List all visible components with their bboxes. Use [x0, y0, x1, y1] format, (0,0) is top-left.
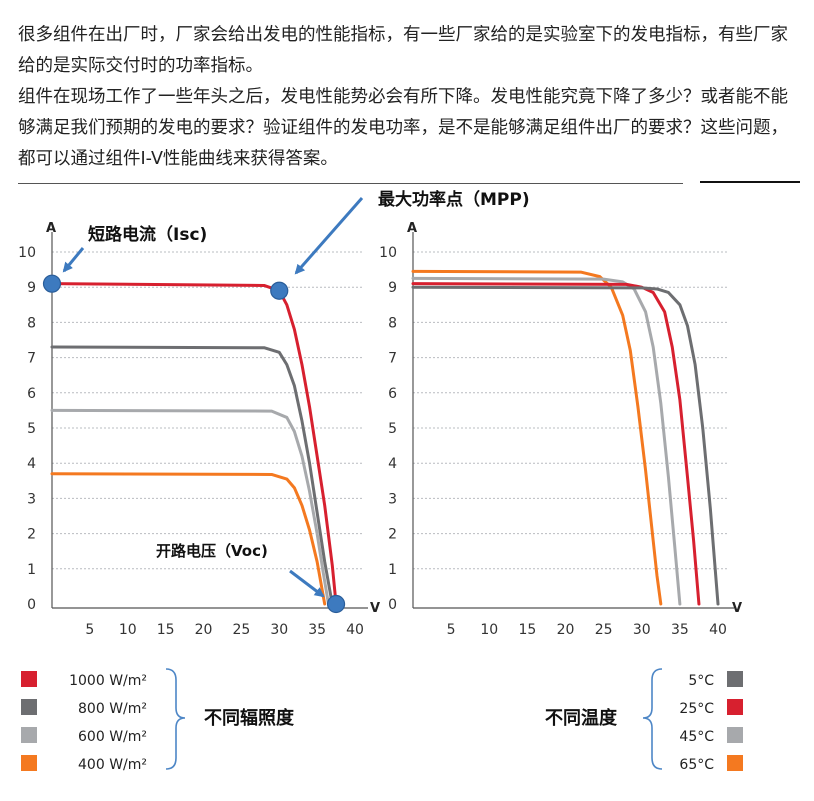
y-tick-label: 2 — [27, 527, 36, 543]
x-tick-label: 10 — [119, 622, 137, 638]
mpp-marker — [270, 281, 289, 300]
series-line-irradiance-3 — [50, 472, 327, 606]
legend-swatch — [727, 755, 743, 771]
legend-swatch — [727, 671, 743, 687]
x-tick-label: 25 — [232, 622, 250, 638]
x-tick-label: 15 — [518, 622, 536, 638]
y-tick-label: 1 — [388, 562, 397, 578]
y-tick-label: 3 — [388, 491, 397, 507]
x-tick-label: 20 — [195, 622, 213, 638]
legend-swatch — [727, 727, 743, 743]
y-tick-label: 9 — [388, 280, 397, 296]
legend-swatch — [21, 755, 37, 771]
voc-arrow — [289, 569, 325, 598]
isc-annotation-label: 短路电流（Isc) — [88, 224, 207, 245]
legend-item-label: 65°C — [679, 757, 714, 773]
y-tick-label: 8 — [27, 315, 36, 331]
intro-paragraph-1: 很多组件在出厂时，厂家会给出发电的性能指标，有一些厂家给的是实验室下的发电指标，… — [18, 25, 788, 76]
intro-paragraph-2: 组件在现场工作了一些年头之后，发电性能势必会有所下降。发电性能究竟下降了多少？或… — [18, 87, 788, 169]
y-tick-label: 4 — [27, 456, 36, 472]
x-tick-label: 5 — [447, 622, 456, 638]
y-tick-label: 7 — [388, 351, 397, 367]
series-line-temperature-1 — [411, 282, 701, 606]
legend-swatch — [21, 699, 37, 715]
y-tick-label: 7 — [27, 351, 36, 367]
voc-annotation-label: 开路电压（Voc) — [156, 542, 268, 560]
temperature-iv-chart: 0 1 2 3 4 5 6 7 8 9 10 5 10 15 20 25 30 35 40 A V — [379, 221, 742, 638]
isc-marker — [42, 274, 62, 293]
x-axis-unit-label: V — [370, 601, 380, 616]
y-tick-label: 2 — [388, 527, 397, 543]
voc-marker — [326, 594, 346, 614]
x-tick-label: 40 — [346, 622, 364, 638]
y-tick-label: 4 — [388, 456, 397, 472]
y-tick-label: 5 — [27, 421, 36, 437]
x-tick-label: 5 — [85, 622, 94, 638]
legend-item-label: 1000 W/m² — [69, 673, 147, 689]
legend-item-label: 25°C — [679, 701, 714, 717]
legend-item-label: 600 W/m² — [78, 729, 147, 745]
x-tick-label: 35 — [671, 622, 689, 638]
legend-item-label: 45°C — [679, 729, 714, 745]
separator-line — [700, 181, 800, 183]
legend-swatch — [727, 699, 743, 715]
legend-item-label: 800 W/m² — [78, 701, 147, 717]
y-tick-label: 0 — [27, 597, 36, 613]
y-tick-label: 10 — [379, 245, 397, 261]
mpp-arrow — [294, 197, 364, 275]
x-tick-label: 25 — [595, 622, 613, 638]
y-tick-label: 5 — [388, 421, 397, 437]
x-axis-unit-label: V — [732, 601, 742, 616]
x-tick-label: 10 — [480, 622, 498, 638]
isc-arrow — [62, 247, 85, 273]
y-tick-label: 6 — [27, 386, 36, 402]
x-tick-label: 40 — [709, 622, 727, 638]
mpp-annotation-label: 最大功率点（MPP) — [378, 189, 530, 210]
legend-swatch — [21, 727, 37, 743]
series-line-temperature-2 — [411, 276, 682, 606]
text-underline — [18, 183, 683, 184]
legend-item-label: 400 W/m² — [78, 757, 147, 773]
intro-text: 很多组件在出厂时，厂家会给出发电的性能指标，有一些厂家给的是实验室下的发电指标，… — [18, 20, 804, 175]
x-tick-label: 15 — [157, 622, 175, 638]
y-tick-label: 0 — [388, 597, 397, 613]
x-tick-label: 35 — [308, 622, 326, 638]
y-tick-label: 6 — [388, 386, 397, 402]
y-axis-unit-label: A — [46, 221, 56, 236]
y-tick-label: 9 — [27, 280, 36, 296]
irradiance-iv-chart: 0 1 2 3 4 5 6 7 8 9 10 5 10 15 20 25 30 35 40 A V — [18, 221, 380, 638]
irradiance-legend: 1000 W/m² 800 W/m² 600 W/m² 400 W/m² — [21, 671, 147, 773]
series-line-irradiance-2 — [50, 408, 330, 606]
x-tick-label: 20 — [557, 622, 575, 638]
series-line-temperature-0 — [411, 285, 720, 606]
irradiance-legend-brace — [165, 668, 186, 770]
y-axis-unit-label: A — [407, 221, 417, 236]
y-tick-label: 1 — [27, 562, 36, 578]
y-tick-label: 10 — [18, 245, 36, 261]
temperature-group-label: 不同温度 — [545, 707, 618, 729]
temperature-legend: 5°C 25°C 45°C 65°C — [679, 671, 743, 773]
legend-swatch — [21, 671, 37, 687]
x-tick-label: 30 — [633, 622, 651, 638]
temperature-legend-brace — [642, 668, 663, 770]
y-tick-label: 8 — [388, 315, 397, 331]
series-line-irradiance-1 — [50, 345, 334, 606]
x-tick-label: 30 — [270, 622, 288, 638]
legend-item-label: 5°C — [688, 673, 714, 689]
series-line-temperature-3 — [411, 269, 663, 606]
y-tick-label: 3 — [27, 491, 36, 507]
irradiance-group-label: 不同辐照度 — [204, 707, 295, 729]
